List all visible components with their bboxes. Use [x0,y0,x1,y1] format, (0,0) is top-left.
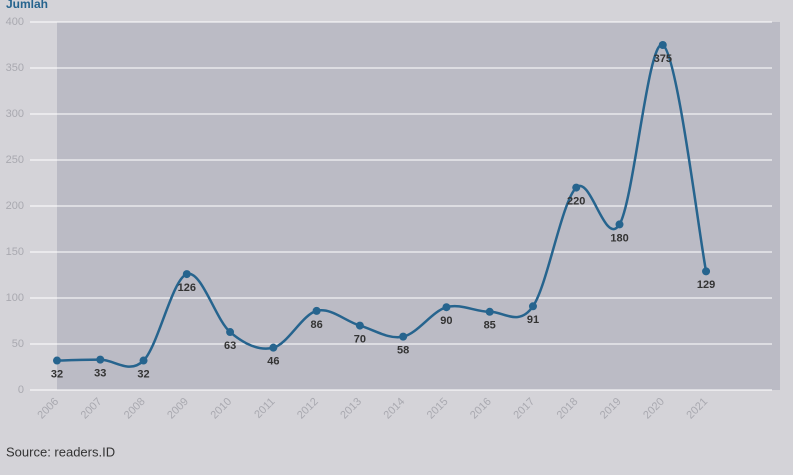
y-tick-label: 350 [6,62,24,74]
point [702,267,711,276]
value-label: 180 [610,232,628,244]
value-label: 91 [527,314,539,326]
value-label: 63 [224,340,236,352]
point [182,270,191,279]
point [53,356,61,365]
value-label: 58 [397,345,409,357]
value-label: 90 [440,315,452,327]
y-tick-label: 100 [6,292,24,304]
point [615,220,624,229]
point [355,321,364,330]
y-tick-label: 300 [6,108,24,120]
value-label: 33 [94,368,106,380]
y-tick-label: 0 [18,384,24,396]
point [485,307,494,316]
point [658,41,667,49]
value-label: 220 [567,196,585,208]
y-tick-label: 400 [6,16,24,28]
source: Source: readers.ID [6,444,115,459]
point [442,303,451,312]
point [226,328,235,337]
point [528,302,537,311]
value-label: 86 [310,319,322,331]
y-tick-label: 200 [6,200,24,212]
value-label: 85 [484,320,496,332]
value-label: 32 [51,368,63,380]
value-label: 129 [697,279,715,291]
point [399,332,408,341]
value-label: 46 [267,356,279,368]
value-label: 375 [654,53,672,65]
point [572,183,581,192]
y-tick-label: 50 [12,338,24,350]
y-tick-label: 250 [6,154,24,166]
value-label: 70 [354,334,366,346]
y-axis-label: Jumlah [6,0,48,11]
y-tick-label: 150 [6,246,24,258]
value-label: 32 [137,368,149,380]
point [139,356,148,365]
point [96,355,105,364]
point [269,343,278,352]
point [312,306,321,315]
line [56,43,708,368]
value-label: 126 [178,282,196,294]
